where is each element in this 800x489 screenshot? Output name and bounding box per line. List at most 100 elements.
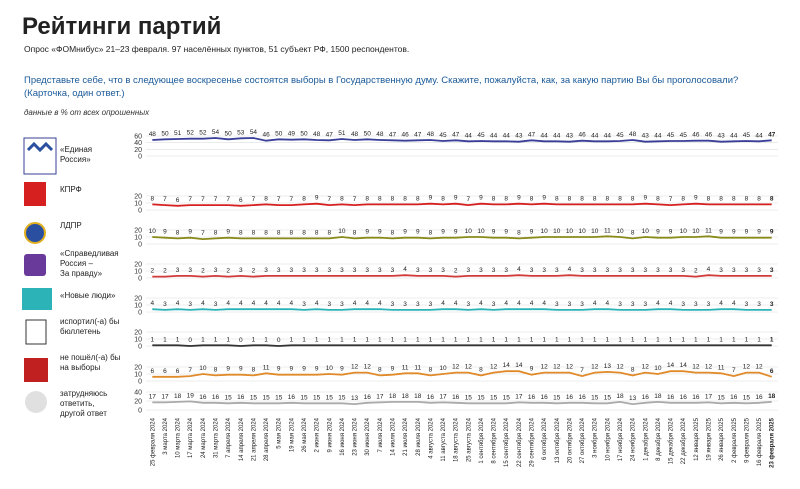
value-label: 9 [188,229,192,236]
series-line [152,235,772,241]
value-label: 8 [631,229,635,236]
value-label: 16 [288,394,296,401]
value-label: 19 [187,392,195,399]
value-label: 1 [555,336,559,343]
value-label: 12 [490,364,498,371]
value-label: 1 [492,336,496,343]
value-label: 8 [681,195,685,202]
icon [23,137,57,175]
value-label: 1 [441,336,445,343]
value-label: 1 [542,336,546,343]
party-label: ЛДПР [60,221,82,230]
value-label: 13 [604,363,612,370]
value-label: 8 [264,229,268,236]
value-label: 6 [770,368,774,375]
value-label: 15 [313,394,321,401]
value-label: 8 [441,195,445,202]
value-label: 10 [477,228,485,235]
value-label: 7 [201,196,205,203]
value-label: 1 [732,336,736,343]
value-label: 44 [591,132,599,139]
value-label: 1 [163,336,167,343]
value-label: 3 [568,301,572,308]
value-label: 10 [326,365,334,372]
x-tick-label: 28 июля 2024 [416,417,422,455]
value-label: 3 [277,267,281,274]
value-label: 3 [580,301,584,308]
value-label: 10 [465,228,473,235]
value-label: 1 [429,336,433,343]
y-tick-label: 10 [134,269,142,276]
y-tick-label: 10 [134,372,142,379]
value-label: 16 [427,394,435,401]
value-label: 16 [730,394,738,401]
value-label: 1 [340,336,344,343]
value-label: 3 [719,267,723,274]
value-label: 0 [239,337,243,344]
value-label: 11 [604,227,611,234]
x-tick-label: 20 октября 2024 [567,417,573,463]
x-tick-label: 23 февраля 2025 [769,417,776,468]
x-tick-label: 15 сентября 2024 [504,417,510,467]
x-tick-label: 27 октября 2024 [580,417,586,463]
y-tick-label: 10 [134,201,142,208]
value-label: 1 [201,336,205,343]
value-label: 12 [541,364,549,371]
value-label: 8 [391,195,395,202]
x-tick-label: 22 декабря 2024 [681,417,687,464]
value-label: 16 [199,394,207,401]
value-label: 9 [163,229,167,236]
value-label: 7 [226,196,230,203]
x-tick-label: 19 января 2025 [706,417,712,461]
x-tick-label: 2 февраля 2025 [732,417,738,463]
value-label: 7 [669,196,673,203]
x-tick-label: 31 марта 2024 [214,417,220,458]
value-label: 7 [277,196,281,203]
value-label: 3 [757,301,761,308]
x-tick-label: 28 апреля 2024 [264,417,270,461]
value-label: 12 [743,364,751,371]
value-label: 3 [492,301,496,308]
x-tick-label: 30 июня 2024 [365,417,371,455]
value-label: 4 [454,300,458,307]
y-tick-label: 0 [138,154,142,161]
value-label: 2 [226,268,230,275]
value-label: 3 [353,267,357,274]
x-tick-label: 8 сентября 2024 [492,417,498,463]
value-label: 1 [568,336,572,343]
value-label: 8 [757,195,761,202]
value-label: 43 [515,133,523,140]
x-tick-label: 12 января 2025 [694,417,700,461]
party-label: на выборы [60,363,101,372]
value-label: 48 [313,131,321,138]
value-label: 54 [212,129,220,136]
value-label: 8 [365,195,369,202]
value-label: 1 [618,336,622,343]
value-label: 44 [553,132,561,139]
value-label: 9 [290,366,294,373]
y-tick-label: 10 [134,235,142,242]
value-label: 1 [479,336,483,343]
value-label: 7 [290,196,294,203]
value-label: 52 [187,130,195,137]
value-label: 8 [429,366,433,373]
value-label: 18 [402,393,410,400]
party-label: Россия» [60,155,91,164]
value-label: 12 [692,364,700,371]
value-label: 1 [631,336,635,343]
x-tick-label: 8 декабря 2024 [656,417,662,461]
value-label: 8 [416,195,420,202]
value-label: 11 [414,364,421,371]
value-label: 8 [391,229,395,236]
value-label: 11 [718,364,725,371]
value-label: 9 [365,229,369,236]
value-label: 17 [376,393,384,400]
x-tick-label: 22 сентября 2024 [517,417,523,467]
value-label: 8 [151,195,155,202]
value-label: 4 [517,300,521,307]
value-label: 48 [351,131,359,138]
value-label: 44 [503,132,511,139]
value-label: 15 [262,394,270,401]
value-label: 47 [528,131,536,138]
value-label: 15 [225,394,233,401]
